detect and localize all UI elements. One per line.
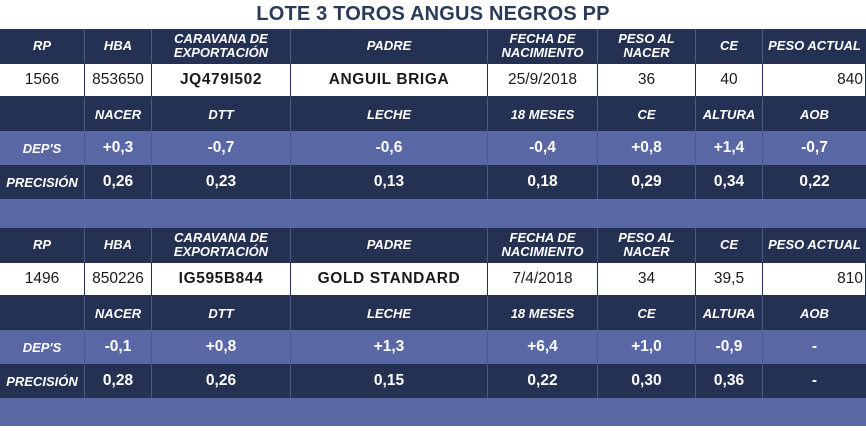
deps-dtt: -0,7 bbox=[152, 131, 291, 165]
hba-value: 850226 bbox=[85, 263, 152, 295]
header-ce: CE bbox=[696, 228, 763, 262]
rp-value: 1496 bbox=[0, 263, 85, 295]
precision-ce: 0,30 bbox=[598, 364, 696, 398]
precision-dtt: 0,23 bbox=[152, 165, 291, 199]
deps-18-meses: -0,4 bbox=[488, 131, 598, 165]
deps-ce: +0,8 bbox=[598, 131, 696, 165]
deps-label: DEP'S bbox=[0, 131, 85, 165]
header-fecha: FECHA DE NACIMIENTO bbox=[488, 228, 598, 262]
deps-leche: -0,6 bbox=[291, 131, 488, 165]
peso-nacer-value: 36 bbox=[598, 64, 696, 96]
header-caravana: CARAVANA DE EXPORTACIÓN bbox=[152, 29, 291, 63]
padre-value: ANGUIL BRIGA bbox=[291, 64, 488, 96]
precision-row: PRECISIÓN 0,26 0,23 0,13 0,18 0,29 0,34 … bbox=[0, 165, 866, 199]
deps-row: DEP'S +0,3 -0,7 -0,6 -0,4 +0,8 +1,4 -0,7 bbox=[0, 131, 866, 165]
dep-header-18-meses: 18 MESES bbox=[488, 296, 598, 330]
precision-dtt: 0,26 bbox=[152, 364, 291, 398]
precision-18-meses: 0,22 bbox=[488, 364, 598, 398]
precision-label: PRECISIÓN bbox=[0, 165, 85, 199]
dep-header-empty bbox=[0, 97, 85, 131]
peso-actual-value: 810 bbox=[763, 263, 866, 295]
deps-aob: - bbox=[811, 338, 818, 355]
dep-header-ce: CE bbox=[598, 97, 696, 131]
header-peso-nacer: PESO AL NACER bbox=[598, 228, 696, 262]
precision-label: PRECISIÓN bbox=[0, 364, 85, 398]
deps-ce: +1,0 bbox=[598, 330, 696, 364]
block-separator bbox=[0, 199, 866, 228]
header-rp: RP bbox=[0, 228, 85, 262]
animal-data-row: 1496 850226 IG595B844 GOLD STANDARD 7/4/… bbox=[0, 262, 866, 296]
precision-ce: 0,29 bbox=[598, 165, 696, 199]
header-hba: HBA bbox=[85, 228, 152, 262]
fecha-value: 25/9/2018 bbox=[488, 64, 598, 96]
deps-nacer: +0,3 bbox=[85, 131, 152, 165]
dep-header-altura: ALTURA bbox=[696, 296, 763, 330]
precision-nacer: 0,28 bbox=[85, 364, 152, 398]
deps-18-meses: +6,4 bbox=[488, 330, 598, 364]
deps-row: DEP'S -0,1 +0,8 +1,3 +6,4 +1,0 -0,9 - bbox=[0, 330, 866, 364]
animal-block-1: RP HBA CARAVANA DE EXPORTACIÓN PADRE FEC… bbox=[0, 29, 866, 199]
precision-aob: 0,22 bbox=[799, 173, 830, 190]
peso-nacer-value: 34 bbox=[598, 263, 696, 295]
rp-value: 1566 bbox=[0, 64, 85, 96]
deps-nacer: -0,1 bbox=[85, 330, 152, 364]
animal-block-2: RP HBA CARAVANA DE EXPORTACIÓN PADRE FEC… bbox=[0, 228, 866, 398]
dep-header-18-meses: 18 MESES bbox=[488, 97, 598, 131]
header-row: RP HBA CARAVANA DE EXPORTACIÓN PADRE FEC… bbox=[0, 228, 866, 262]
deps-altura: +1,4 bbox=[696, 131, 763, 165]
precision-altura: 0,34 bbox=[696, 165, 763, 199]
dep-header-altura: ALTURA bbox=[696, 97, 763, 131]
header-ce: CE bbox=[696, 29, 763, 63]
fecha-value: 7/4/2018 bbox=[488, 263, 598, 295]
precision-row: PRECISIÓN 0,28 0,26 0,15 0,22 0,30 0,36 … bbox=[0, 364, 866, 398]
header-padre: PADRE bbox=[291, 29, 488, 63]
deps-dtt: +0,8 bbox=[152, 330, 291, 364]
peso-actual-value: 840 bbox=[763, 64, 866, 96]
header-padre: PADRE bbox=[291, 228, 488, 262]
dep-header-ce: CE bbox=[598, 296, 696, 330]
dep-header-empty bbox=[0, 296, 85, 330]
bottom-band bbox=[0, 398, 866, 426]
dep-header-nacer: NACER bbox=[85, 296, 152, 330]
deps-altura: -0,9 bbox=[696, 330, 763, 364]
deps-label: DEP'S bbox=[0, 330, 85, 364]
header-fecha: FECHA DE NACIMIENTO bbox=[488, 29, 598, 63]
deps-aob: -0,7 bbox=[801, 139, 828, 156]
header-peso-actual: PESO ACTUAL bbox=[768, 237, 861, 252]
dep-header-aob: AOB bbox=[800, 106, 829, 122]
precision-leche: 0,15 bbox=[291, 364, 488, 398]
precision-leche: 0,13 bbox=[291, 165, 488, 199]
header-peso-nacer: PESO AL NACER bbox=[598, 29, 696, 63]
precision-altura: 0,36 bbox=[696, 364, 763, 398]
dep-header-dtt: DTT bbox=[152, 97, 291, 131]
caravana-value: IG595B844 bbox=[152, 263, 291, 295]
header-peso-actual: PESO ACTUAL bbox=[768, 38, 861, 53]
precision-nacer: 0,26 bbox=[85, 165, 152, 199]
ce-value: 39,5 bbox=[696, 263, 763, 295]
dep-header-leche: LECHE bbox=[291, 296, 488, 330]
dep-header-dtt: DTT bbox=[152, 296, 291, 330]
header-rp: RP bbox=[0, 29, 85, 63]
dep-header-aob: AOB bbox=[800, 305, 829, 321]
dep-header-row: NACER DTT LECHE 18 MESES CE ALTURA AOB bbox=[0, 97, 866, 131]
precision-18-meses: 0,18 bbox=[488, 165, 598, 199]
dep-header-leche: LECHE bbox=[291, 97, 488, 131]
animal-data-row: 1566 853650 JQ479I502 ANGUIL BRIGA 25/9/… bbox=[0, 63, 866, 97]
hba-value: 853650 bbox=[85, 64, 152, 96]
caravana-value: JQ479I502 bbox=[152, 64, 291, 96]
deps-leche: +1,3 bbox=[291, 330, 488, 364]
dep-header-row: NACER DTT LECHE 18 MESES CE ALTURA AOB bbox=[0, 296, 866, 330]
header-hba: HBA bbox=[85, 29, 152, 63]
padre-value: GOLD STANDARD bbox=[291, 263, 488, 295]
dep-header-nacer: NACER bbox=[85, 97, 152, 131]
header-row: RP HBA CARAVANA DE EXPORTACIÓN PADRE FEC… bbox=[0, 29, 866, 63]
ce-value: 40 bbox=[696, 64, 763, 96]
header-caravana: CARAVANA DE EXPORTACIÓN bbox=[152, 228, 291, 262]
page-title: LOTE 3 TOROS ANGUS NEGROS PP bbox=[256, 3, 610, 25]
precision-aob: - bbox=[811, 372, 818, 389]
